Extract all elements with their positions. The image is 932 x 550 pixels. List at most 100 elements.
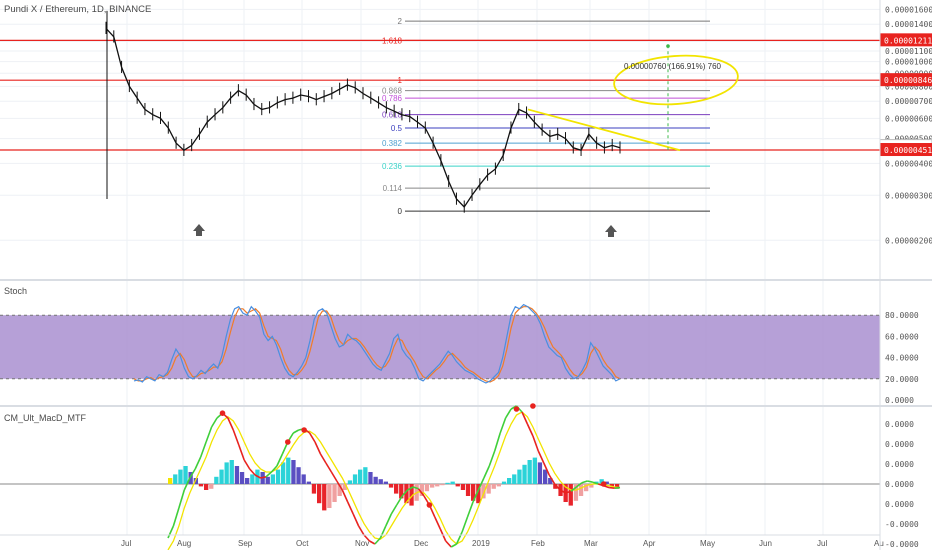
macd-histogram-bar <box>245 478 250 484</box>
macd-histogram-bar <box>604 481 609 484</box>
stoch-tick-label: 80.0000 <box>885 311 919 320</box>
stoch-pane[interactable] <box>0 303 880 384</box>
macd-line-segment <box>199 441 207 458</box>
macd-histogram-bar <box>507 478 512 484</box>
macd-histogram-bar <box>532 457 537 484</box>
macd-line-segment <box>445 540 452 548</box>
macd-cross-dot <box>219 410 226 417</box>
macd-histogram-bar <box>501 481 507 484</box>
macd-histogram-bar <box>239 472 245 484</box>
macd-line-segment <box>357 525 365 536</box>
macd-line-segment <box>499 417 507 434</box>
stoch-tick-label: 0.0000 <box>885 396 914 405</box>
macd-line-segment <box>526 423 534 437</box>
stoch-d-line[interactable] <box>133 306 621 383</box>
macd-histogram-bar <box>388 484 394 488</box>
projection-marker <box>666 44 670 48</box>
macd-line-segment <box>325 462 333 473</box>
macd-cross-dot <box>530 403 536 409</box>
fib-level-label: 2 <box>398 17 403 26</box>
trendline[interactable] <box>527 108 681 152</box>
macd-line-segment <box>227 417 235 431</box>
macd-histogram-bar <box>399 484 404 499</box>
macd-line-segment <box>554 483 561 491</box>
macd-line-segment <box>352 513 360 527</box>
macd-histogram-bar <box>204 484 209 490</box>
macd-line-segment <box>167 525 175 539</box>
macd-line-segment <box>401 489 409 497</box>
fib-level-label: 0.382 <box>382 139 403 148</box>
macd-line-segment <box>363 534 371 542</box>
macd-line-segment <box>249 468 256 476</box>
macd-histogram-bar <box>430 484 435 488</box>
macd-pane[interactable] <box>0 403 880 550</box>
macd-histogram-bar <box>496 484 501 487</box>
macd-histogram-bar <box>168 478 173 484</box>
price-tick-label: 0.00000800 <box>885 82 932 91</box>
macd-cross-dot <box>285 439 291 445</box>
macd-line-segment <box>243 459 251 470</box>
macd-histogram-bar <box>445 482 450 484</box>
price-tick-label: 0.00000700 <box>885 97 932 106</box>
arrow-up-icon <box>193 224 205 236</box>
macd-line-segment <box>319 453 327 464</box>
macd-histogram-bar <box>234 466 240 484</box>
macd-line-segment <box>493 432 501 452</box>
macd-histogram-bar <box>614 484 620 489</box>
macd-histogram-bar <box>352 474 358 484</box>
macd-histogram-bar <box>337 484 342 496</box>
stoch-k-line[interactable] <box>133 303 621 384</box>
macd-histogram-bar <box>378 479 383 484</box>
macd-histogram-bar <box>584 484 589 492</box>
macd-line-segment <box>466 501 474 518</box>
stoch-title: Stoch <box>4 286 27 296</box>
macd-histogram-bar <box>409 484 414 506</box>
macd-histogram-bar <box>265 476 270 484</box>
time-tick-label: Dec <box>414 539 428 548</box>
macd-histogram-bar <box>275 469 281 484</box>
macd-histogram-bar <box>465 484 471 496</box>
time-tick-label: Au <box>874 539 884 548</box>
macd-cross-dot <box>301 427 307 433</box>
macd-histogram-bar <box>363 467 368 484</box>
macd-histogram-bar <box>229 460 234 484</box>
macd-line-segment <box>232 429 240 446</box>
price-tick-label: 0.00000400 <box>885 159 932 168</box>
macd-histogram-bar <box>543 469 548 484</box>
macd-histogram-bar <box>250 474 255 484</box>
price-tick-label: 0.00001600 <box>885 5 932 14</box>
macd-histogram-bar <box>327 484 332 508</box>
macd-histogram-bar <box>198 484 204 487</box>
macd-line-segment <box>314 441 322 455</box>
macd-signal-line[interactable] <box>167 411 621 550</box>
time-tick-label: Jul <box>817 539 827 548</box>
time-tick-label: 2019 <box>472 539 490 548</box>
macd-line-segment <box>532 435 540 452</box>
price-tag-label: 0.00001211 <box>884 36 932 45</box>
fib-level-label: 1.618 <box>382 36 403 45</box>
annotation-ellipse[interactable] <box>612 52 739 109</box>
macd-histogram-bar <box>548 478 553 484</box>
macd-histogram-bar <box>296 467 301 484</box>
macd-histogram-bar <box>301 474 306 484</box>
macd-histogram-bar <box>286 457 291 484</box>
macd-line-segment <box>537 450 545 464</box>
macd-histogram-bar <box>281 462 286 484</box>
price-tick-label: 0.00001400 <box>885 20 932 29</box>
price-tag <box>880 143 932 157</box>
stoch-tick-label: 60.0000 <box>885 332 919 341</box>
macd-cross-dot <box>600 481 607 487</box>
macd-line-segment <box>570 486 577 492</box>
fib-level-label: 0.618 <box>382 111 403 120</box>
fib-level-label: 0.786 <box>382 94 403 103</box>
time-tick-label: Mar <box>584 539 598 548</box>
macd-line-segment <box>396 495 403 506</box>
macd-histogram-bar <box>512 474 517 484</box>
macd-line-segment <box>260 476 267 479</box>
macd-line-segment <box>504 408 512 419</box>
macd-histogram-bar <box>270 474 275 484</box>
macd-line-segment <box>412 486 419 490</box>
macd-histogram-bar <box>214 476 219 484</box>
